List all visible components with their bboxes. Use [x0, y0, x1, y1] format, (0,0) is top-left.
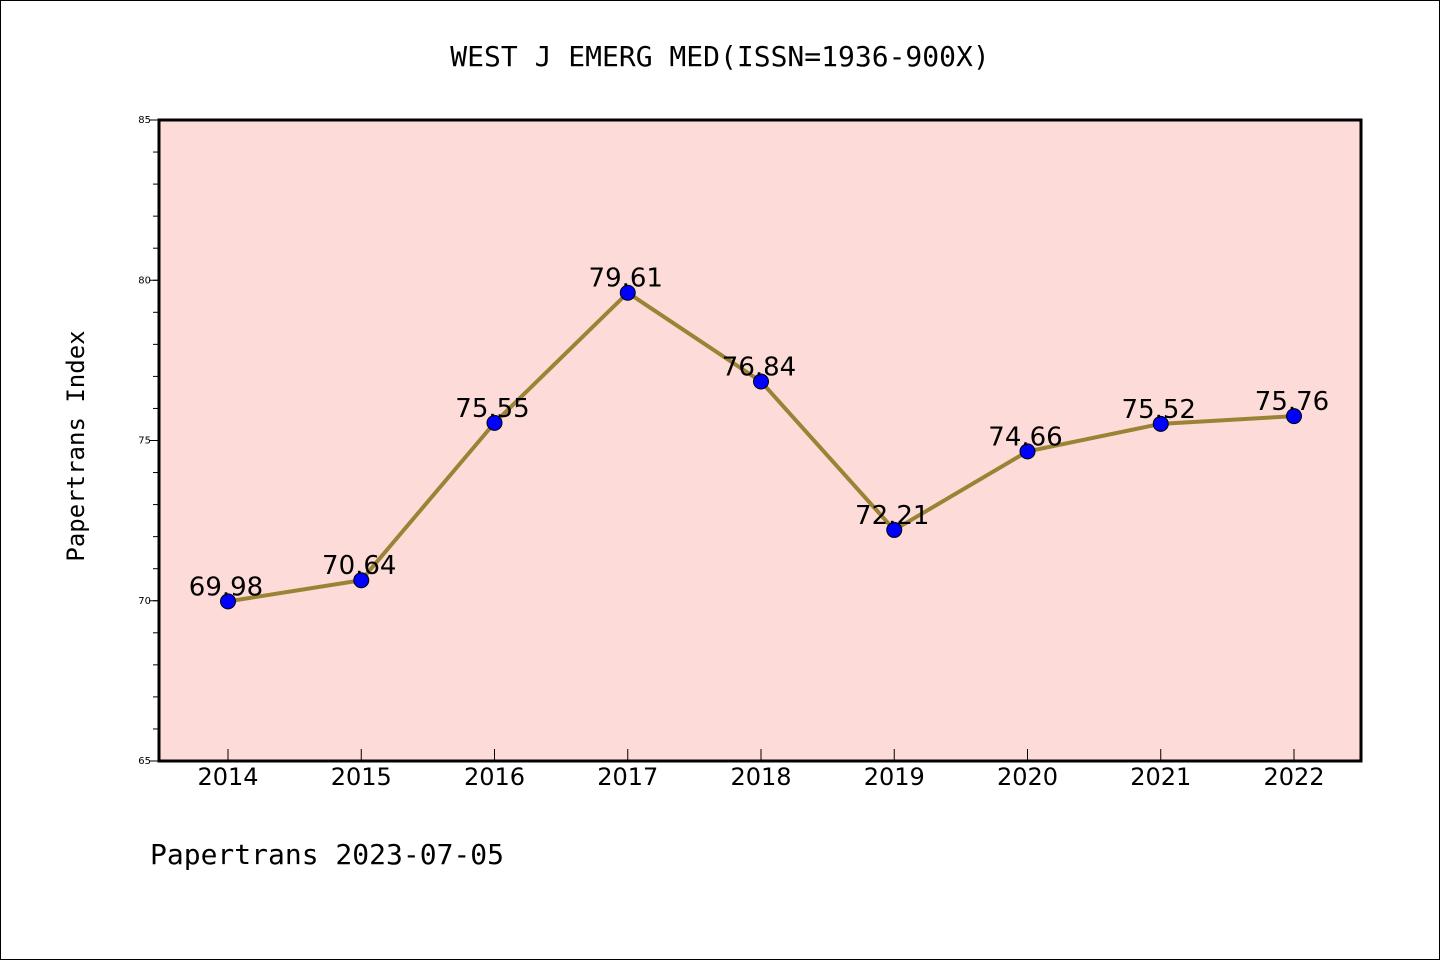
data-point-marker	[1152, 415, 1169, 432]
data-label: 70.64	[322, 551, 396, 581]
data-label: 75.52	[1122, 395, 1196, 425]
y-axis: 65 70 75 80 85	[138, 115, 159, 767]
y-tick-label: 65	[138, 756, 151, 767]
x-tick-label: 2019	[864, 763, 925, 791]
data-label: 72.21	[855, 501, 929, 531]
data-label: 74.66	[988, 422, 1062, 452]
data-label: 76.84	[722, 353, 796, 383]
footer-text: Papertrans 2023-07-05	[150, 838, 504, 871]
x-tick-label: 2018	[730, 763, 791, 791]
data-point-marker	[1019, 443, 1036, 460]
plot-area	[157, 118, 1363, 763]
chart-title: WEST J EMERG MED(ISSN=1936-900X)	[450, 40, 989, 73]
y-axis-label: Papertrans Index	[62, 330, 90, 561]
data-label: 75.55	[455, 394, 529, 424]
data-label: 79.61	[589, 264, 663, 294]
data-point-marker	[220, 593, 236, 610]
data-point-marker	[886, 521, 903, 538]
data-label: 75.76	[1255, 387, 1329, 417]
y-tick-label: 70	[138, 596, 151, 607]
data-point-marker	[1286, 408, 1302, 425]
x-tick-label: 2015	[331, 763, 392, 791]
x-tick-label: 2020	[997, 763, 1058, 791]
data-point-marker	[353, 572, 370, 589]
y-tick-label: 75	[138, 436, 151, 447]
y-tick-label: 85	[138, 115, 151, 126]
series-group	[220, 284, 1302, 610]
x-tick-label: 2014	[197, 763, 258, 791]
y-tick-label: 80	[138, 275, 151, 286]
x-axis: 2014 2015 2016 2017 2018 2019 2020 2021 2022	[197, 749, 1325, 791]
x-tick-label: 2021	[1130, 763, 1191, 791]
data-point-marker	[486, 414, 503, 431]
data-point-marker	[619, 284, 636, 301]
x-tick-label: 2016	[464, 763, 525, 791]
data-label: 69.98	[189, 572, 263, 602]
data-labels-group: 69.98 70.64 75.55 79.61 76.84 72.21 74.66 75.52…	[189, 264, 1329, 603]
x-tick-label: 2022	[1263, 763, 1324, 791]
data-point-marker	[753, 373, 769, 390]
x-tick-label: 2017	[597, 763, 658, 791]
